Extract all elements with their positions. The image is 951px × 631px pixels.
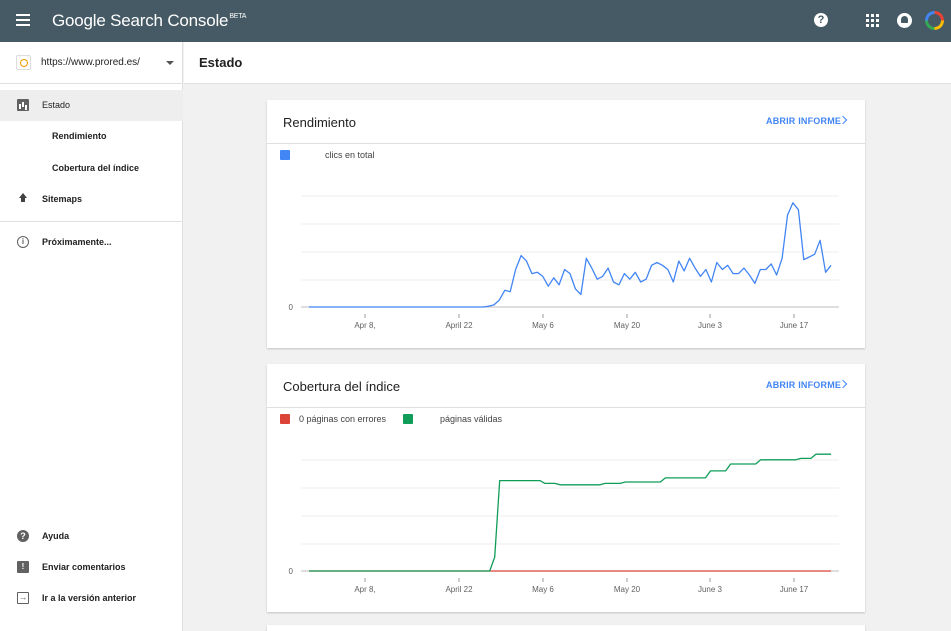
apps-grid-icon[interactable] bbox=[866, 14, 879, 27]
sidebar-item-ayuda[interactable]: ? Ayuda bbox=[0, 521, 183, 552]
sidebar-item-enviar-comentarios[interactable]: ! Enviar comentarios bbox=[0, 552, 183, 583]
legend-swatch-valid[interactable] bbox=[403, 414, 413, 424]
sidebar-item-label: Ir a la versión anterior bbox=[42, 593, 137, 603]
sidebar-item-estado[interactable]: Estado bbox=[0, 90, 183, 121]
clicks-line-chart: 0 Apr 8, April 22 May 6 May 20 June 3 June 17 bbox=[289, 195, 839, 330]
info-icon: i bbox=[17, 236, 29, 248]
x-tick-label: May 20 bbox=[614, 321, 641, 330]
x-tick-label: June 17 bbox=[780, 321, 809, 330]
bar-chart-icon bbox=[17, 99, 29, 111]
sidebar-item-label: Rendimiento bbox=[52, 131, 107, 141]
sidebar-item-sitemaps[interactable]: Sitemaps bbox=[0, 184, 183, 215]
series-line-páginas-válidas bbox=[309, 453, 831, 572]
help-circle-icon: ? bbox=[17, 530, 29, 542]
x-tick-label: May 6 bbox=[532, 321, 554, 330]
sidebar-divider bbox=[0, 221, 183, 222]
y-tick-label: 0 bbox=[289, 303, 294, 312]
legend-swatch-errors[interactable] bbox=[280, 414, 290, 424]
sidebar-item-cobertura[interactable]: Cobertura del índice bbox=[0, 153, 183, 184]
card-header: Cobertura del índice ABRIR INFORME bbox=[267, 364, 865, 408]
main-header: Estado bbox=[184, 42, 951, 84]
x-tick-label: May 20 bbox=[614, 585, 641, 594]
sidebar-item-rendimiento[interactable]: Rendimiento bbox=[0, 121, 183, 152]
account-avatar-icon[interactable] bbox=[925, 11, 944, 30]
coverage-line-chart: 0 Apr 8, April 22 May 6 May 20 June 3 June 17 bbox=[289, 453, 839, 594]
sidebar-item-label: Enviar comentarios bbox=[42, 562, 126, 572]
legend-label-errors: 0 páginas con errores bbox=[299, 414, 387, 424]
brand-name: Google Search Console bbox=[52, 11, 229, 30]
series-line-clics-en-total bbox=[309, 202, 832, 308]
beta-badge: BETA bbox=[229, 13, 247, 20]
property-selector[interactable]: https://www.prored.es/ bbox=[0, 42, 183, 84]
caret-down-icon[interactable] bbox=[166, 61, 174, 65]
x-tick-label: June 3 bbox=[698, 321, 723, 330]
top-app-bar: Google Search ConsoleBETA ? bbox=[0, 0, 951, 42]
x-tick-label: Apr 8, bbox=[354, 585, 375, 594]
sidebar-item-label: Ayuda bbox=[42, 531, 70, 541]
y-tick-label: 0 bbox=[289, 567, 294, 576]
index-coverage-card: Cobertura del índice ABRIR INFORME 0 pág… bbox=[267, 364, 865, 612]
x-tick-label: Apr 8, bbox=[354, 321, 375, 330]
x-tick-label: April 22 bbox=[445, 585, 473, 594]
x-tick-label: May 6 bbox=[532, 585, 554, 594]
x-tick-label: June 3 bbox=[698, 585, 723, 594]
sidebar-item-version-anterior[interactable]: → Ir a la versión anterior bbox=[0, 583, 183, 614]
feedback-icon: ! bbox=[17, 561, 29, 573]
sidebar-item-label: Próximamente... bbox=[42, 237, 112, 247]
notifications-bell-icon[interactable] bbox=[897, 13, 912, 28]
card-header: Rendimiento ABRIR INFORME bbox=[267, 100, 865, 144]
legend-swatch-clicks[interactable] bbox=[280, 150, 290, 160]
property-favicon-icon bbox=[16, 55, 31, 70]
help-icon[interactable]: ? bbox=[814, 13, 828, 27]
property-url: https://www.prored.es/ bbox=[41, 57, 140, 68]
open-report-link[interactable]: ABRIR INFORME bbox=[766, 116, 842, 126]
open-report-link[interactable]: ABRIR INFORME bbox=[766, 380, 842, 390]
sidebar: https://www.prored.es/ Estado Rendimient… bbox=[0, 42, 183, 631]
x-tick-label: April 22 bbox=[445, 321, 473, 330]
x-tick-label: June 17 bbox=[780, 585, 809, 594]
next-card bbox=[267, 625, 865, 631]
card-title: Cobertura del índice bbox=[283, 379, 401, 394]
sidebar-item-label: Cobertura del índice bbox=[52, 163, 140, 173]
card-title: Rendimiento bbox=[283, 115, 356, 130]
legend-label-clicks: clics en total bbox=[325, 150, 375, 160]
performance-card: Rendimiento ABRIR INFORME clics en total… bbox=[267, 100, 865, 348]
product-logo[interactable]: Google Search ConsoleBETA bbox=[52, 11, 246, 31]
sidebar-item-proximamente[interactable]: i Próximamente... bbox=[0, 227, 183, 258]
exit-to-app-icon: → bbox=[17, 592, 29, 604]
legend-label-valid: páginas válidas bbox=[440, 414, 503, 424]
sidebar-item-label: Estado bbox=[42, 100, 71, 110]
upload-icon bbox=[17, 193, 29, 205]
page-title: Estado bbox=[199, 55, 243, 70]
hamburger-menu-icon[interactable] bbox=[16, 14, 30, 26]
sidebar-item-label: Sitemaps bbox=[42, 194, 83, 204]
